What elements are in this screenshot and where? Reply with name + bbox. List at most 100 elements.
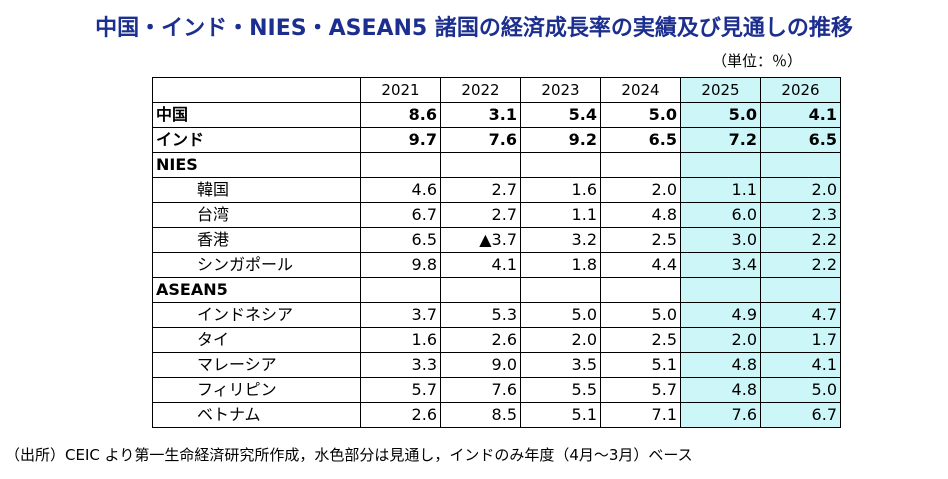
table-cell: 5.0 [520,302,601,328]
table-row-indonesia: インドネシア 3.7 5.3 5.0 5.0 4.9 4.7 [152,302,841,328]
empty-cell [440,277,521,303]
table-cell: 4.4 [600,252,681,278]
table-cell: 9.8 [360,252,441,278]
table-cell: 1.6 [360,327,441,353]
table-cell-projection: 4.9 [680,302,761,328]
header-row: 2021 2022 2023 2024 2025 2026 [152,77,841,103]
row-label: シンガポール [152,252,361,278]
header-year-2021: 2021 [360,77,441,103]
table-row-taiwan: 台湾 6.7 2.7 1.1 4.8 6.0 2.3 [152,202,841,228]
table-cell: 9.2 [520,127,601,153]
empty-cell [360,152,441,178]
table-cell: ▲3.7 [440,227,521,253]
table-cell: 6.5 [360,227,441,253]
header-year-2025: 2025 [680,77,761,103]
header-blank-cell [152,77,361,103]
table-cell-projection: 6.0 [680,202,761,228]
table-cell-projection: 4.8 [680,377,761,403]
table-cell: 5.1 [520,402,601,428]
table-cell: 7.1 [600,402,681,428]
group-label: NIES [152,152,361,178]
table-cell-projection: 1.1 [680,177,761,203]
table-cell-projection: 4.1 [760,102,841,128]
table-cell-projection: 2.2 [760,227,841,253]
row-label: 中国 [152,102,361,128]
row-label: インド [152,127,361,153]
table-cell: 2.7 [440,177,521,203]
table-cell-projection: 2.2 [760,252,841,278]
table-cell: 2.5 [600,327,681,353]
table-cell: 4.1 [440,252,521,278]
table-cell: 8.5 [440,402,521,428]
header-year-2026: 2026 [760,77,841,103]
table-cell: 5.7 [600,377,681,403]
row-label: 香港 [152,227,361,253]
table-row-malaysia: マレーシア 3.3 9.0 3.5 5.1 4.8 4.1 [152,352,841,378]
table-cell: 6.5 [600,127,681,153]
source-footnote: （出所）CEIC より第一生命経済研究所作成，水色部分は見通し，インドのみ年度（… [5,446,693,464]
table-cell-projection: 4.8 [680,352,761,378]
row-label: 韓国 [152,177,361,203]
table-cell-projection: 5.0 [680,102,761,128]
empty-cell [520,277,601,303]
row-label: フィリピン [152,377,361,403]
row-label: インドネシア [152,302,361,328]
table-row-singapore: シンガポール 9.8 4.1 1.8 4.4 3.4 2.2 [152,252,841,278]
table-cell: 3.7 [360,302,441,328]
table-cell: 5.0 [600,302,681,328]
table-cell: 3.5 [520,352,601,378]
table-cell: 5.7 [360,377,441,403]
table-row-vietnam: ベトナム 2.6 8.5 5.1 7.1 7.6 6.7 [152,402,841,428]
table-cell: 2.7 [440,202,521,228]
table-cell: 2.0 [600,177,681,203]
empty-cell [680,152,761,178]
unit-note: （単位：％） [711,52,802,70]
row-label: タイ [152,327,361,353]
table-cell-projection: 3.0 [680,227,761,253]
table-cell: 3.1 [440,102,521,128]
table-cell: 5.0 [600,102,681,128]
table-row-korea: 韓国 4.6 2.7 1.6 2.0 1.1 2.0 [152,177,841,203]
table-cell: 7.6 [440,127,521,153]
table-cell: 2.6 [440,327,521,353]
table-cell-projection: 6.5 [760,127,841,153]
table-cell: 5.1 [600,352,681,378]
table-cell: 2.5 [600,227,681,253]
table-cell: 6.7 [360,202,441,228]
table-cell: 4.6 [360,177,441,203]
table-row-hongkong: 香港 6.5 ▲3.7 3.2 2.5 3.0 2.2 [152,227,841,253]
table-cell-projection: 2.0 [680,327,761,353]
table-cell: 5.3 [440,302,521,328]
empty-cell [600,277,681,303]
table-cell: 1.8 [520,252,601,278]
table-cell-projection: 4.1 [760,352,841,378]
empty-cell [760,277,841,303]
table-cell-projection: 4.7 [760,302,841,328]
table-cell: 9.7 [360,127,441,153]
table-cell-projection: 2.3 [760,202,841,228]
table-cell: 5.4 [520,102,601,128]
table-cell: 5.5 [520,377,601,403]
table-row-thailand: タイ 1.6 2.6 2.0 2.5 2.0 1.7 [152,327,841,353]
growth-rate-table: 2021 2022 2023 2024 2025 2026 中国 8.6 3.1… [152,77,841,428]
table-row-india: インド 9.7 7.6 9.2 6.5 7.2 6.5 [152,127,841,153]
table-cell: 4.8 [600,202,681,228]
table-cell: 3.2 [520,227,601,253]
row-label: 台湾 [152,202,361,228]
row-label: ベトナム [152,402,361,428]
table-cell: 8.6 [360,102,441,128]
row-label: マレーシア [152,352,361,378]
page-title: 中国・インド・NIES・ASEAN5 諸国の経済成長率の実績及び見通しの推移 [95,16,853,41]
table-cell-projection: 1.7 [760,327,841,353]
header-year-2022: 2022 [440,77,521,103]
empty-cell [760,152,841,178]
table-cell: 1.6 [520,177,601,203]
table-cell: 7.6 [440,377,521,403]
header-year-2024: 2024 [600,77,681,103]
table-row-philippines: フィリピン 5.7 7.6 5.5 5.7 4.8 5.0 [152,377,841,403]
group-label: ASEAN5 [152,277,361,303]
table-cell-projection: 2.0 [760,177,841,203]
group-row-nies: NIES [152,152,841,178]
empty-cell [440,152,521,178]
table-cell: 1.1 [520,202,601,228]
